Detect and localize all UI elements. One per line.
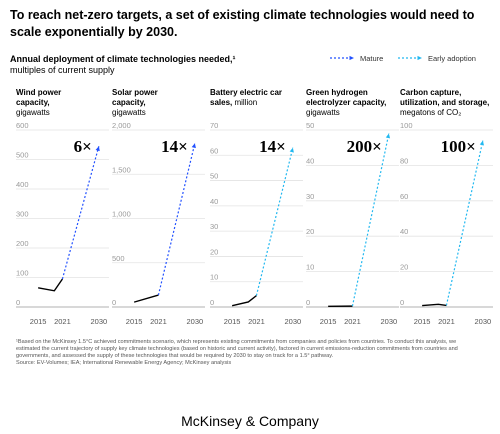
x-tick-label: 2030 xyxy=(475,317,492,326)
legend-label: Mature xyxy=(360,54,383,63)
y-tick-label: 50 xyxy=(210,172,218,181)
y-tick-label: 500 xyxy=(16,151,29,160)
y-tick-label: 20 xyxy=(400,263,408,272)
projection-line xyxy=(255,147,294,296)
y-tick-label: 30 xyxy=(306,192,314,201)
panel-title-text: Solar power capacity, xyxy=(112,88,158,107)
x-tick-label: 2030 xyxy=(187,317,204,326)
y-tick-label: 60 xyxy=(210,146,218,155)
x-tick-label: 2030 xyxy=(381,317,398,326)
x-tick-label: 2015 xyxy=(126,317,143,326)
y-tick-label: 80 xyxy=(400,156,408,165)
panel-unit: gigawatts xyxy=(16,108,50,117)
y-tick-label: 40 xyxy=(210,197,218,206)
y-tick-label: 1,500 xyxy=(112,165,131,174)
multiplier-label: 200× xyxy=(347,137,382,156)
y-tick-label: 0 xyxy=(400,298,404,307)
y-tick-label: 40 xyxy=(306,156,314,165)
panel-title-text: Green hydrogen electrolyzer capacity, xyxy=(306,88,387,107)
subtitle-unit: multiples of current supply xyxy=(10,65,115,75)
panel-title: Green hydrogen electrolyzer capacity, gi… xyxy=(306,88,391,118)
arrowhead xyxy=(479,140,485,146)
footnote: ¹Based on the McKinsey 1.5°C achieved co… xyxy=(16,339,458,359)
history-line xyxy=(422,303,447,307)
page-title: To reach net-zero targets, a set of exis… xyxy=(10,8,475,39)
arrowhead xyxy=(417,55,422,61)
x-tick-label: 2015 xyxy=(320,317,337,326)
y-tick-label: 600 xyxy=(16,121,29,130)
y-tick-label: 0 xyxy=(210,298,214,307)
y-tick-label: 70 xyxy=(210,121,218,130)
y-tick-label: 0 xyxy=(112,298,116,307)
x-tick-label: 2021 xyxy=(344,317,361,326)
arrowhead xyxy=(289,147,294,153)
subtitle: Annual deployment of climate technologie… xyxy=(10,54,236,76)
footnote-block: ¹Based on the McKinsey 1.5°C achieved co… xyxy=(16,339,478,367)
x-tick-label: 2015 xyxy=(224,317,241,326)
y-tick-label: 10 xyxy=(306,263,314,272)
y-tick-label: 0 xyxy=(16,298,20,307)
panel-unit: megatons of CO₂ xyxy=(400,108,462,117)
panel-title: Battery electric car sales, million xyxy=(210,88,288,108)
y-tick-label: 1,000 xyxy=(112,210,131,219)
x-tick-label: 2030 xyxy=(91,317,108,326)
multiplier-label: 14× xyxy=(259,137,286,156)
y-tick-label: 60 xyxy=(400,192,408,201)
panel-title-text: Wind power capacity, xyxy=(16,88,62,107)
projection-line xyxy=(445,140,484,306)
panel-title-text: Battery electric car sales, xyxy=(210,88,283,107)
arrowhead xyxy=(95,146,100,152)
multiplier-label: 14× xyxy=(161,137,188,156)
y-tick-label: 40 xyxy=(400,227,408,236)
panel-title: Solar power capacity, gigawatts xyxy=(112,88,174,118)
arrowhead xyxy=(385,133,391,139)
y-tick-label: 100 xyxy=(400,121,413,130)
y-tick-label: 30 xyxy=(210,222,218,231)
history-line xyxy=(38,278,64,292)
y-tick-label: 20 xyxy=(210,247,218,256)
x-tick-label: 2015 xyxy=(414,317,431,326)
arrowhead xyxy=(191,143,196,149)
y-tick-label: 50 xyxy=(306,121,314,130)
y-tick-label: 100 xyxy=(16,269,29,278)
x-tick-label: 2015 xyxy=(30,317,47,326)
panel-title-text: Carbon capture, utilization, and storage… xyxy=(400,88,490,107)
x-tick-label: 2021 xyxy=(54,317,71,326)
y-tick-label: 400 xyxy=(16,180,29,189)
multiplier-label: 100× xyxy=(441,137,476,156)
source: Source: EV-Volumes; IEA; International R… xyxy=(16,360,232,366)
x-tick-label: 2021 xyxy=(438,317,455,326)
y-tick-label: 500 xyxy=(112,254,125,263)
x-tick-label: 2021 xyxy=(248,317,265,326)
multiplier-label: 6× xyxy=(74,137,92,156)
panel-unit: million xyxy=(234,98,258,107)
arrowhead xyxy=(349,55,354,61)
y-tick-label: 0 xyxy=(306,298,310,307)
history-line xyxy=(133,294,159,303)
y-tick-label: 10 xyxy=(210,273,218,282)
y-tick-label: 300 xyxy=(16,210,29,219)
y-tick-label: 20 xyxy=(306,227,314,236)
projection-line xyxy=(351,133,390,307)
y-tick-label: 2,000 xyxy=(112,121,131,130)
panel-title: Carbon capture, utilization, and storage… xyxy=(400,88,496,118)
x-tick-label: 2030 xyxy=(285,317,302,326)
legend-label: Early adoption xyxy=(428,54,476,63)
projection-line xyxy=(61,146,100,280)
history-line xyxy=(231,295,257,307)
x-tick-label: 2021 xyxy=(150,317,167,326)
y-tick-label: 200 xyxy=(16,239,29,248)
panel-unit: gigawatts xyxy=(306,108,340,117)
brand: McKinsey & Company xyxy=(181,413,319,429)
projection-line xyxy=(157,143,196,296)
panel-unit: gigawatts xyxy=(112,108,146,117)
subtitle-text: Annual deployment of climate technologie… xyxy=(10,54,236,64)
panel-title: Wind power capacity, gigawatts xyxy=(16,88,78,118)
